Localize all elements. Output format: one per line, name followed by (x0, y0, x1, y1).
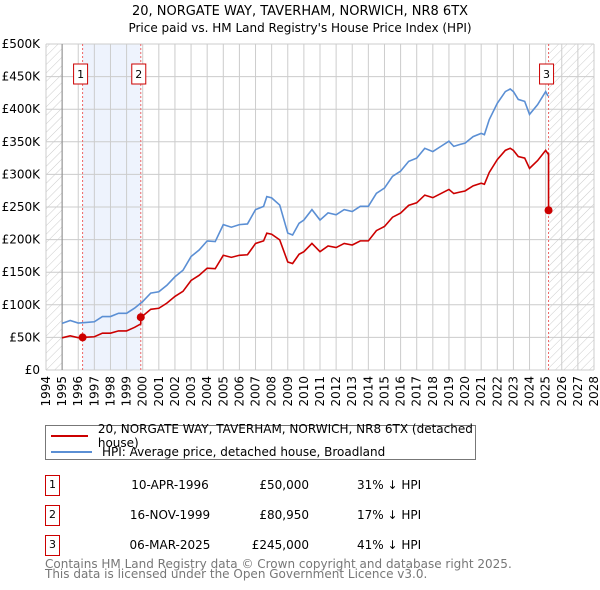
y-tick-label: £200K (2, 233, 42, 247)
sale-hpi-diff: 31% ↓ HPI (357, 478, 422, 492)
y-tick-label: £0 (25, 363, 40, 377)
sale-date: 10-APR-1996 (131, 478, 209, 492)
y-tick-label: £500K (2, 37, 42, 51)
x-tick-label: 2014 (361, 376, 375, 407)
footer-licence: This data is licensed under the Open Gov… (45, 567, 428, 581)
x-tick-label: 2007 (249, 376, 263, 407)
y-tick-label: £400K (2, 102, 42, 116)
sale-marker-badge: 3 (45, 535, 60, 556)
sale-row: 1 10-APR-1996 £50,000 31% ↓ HPI (45, 475, 505, 496)
sale-price: £245,000 (251, 538, 309, 552)
y-tick-label: £450K (2, 70, 42, 84)
x-tick-label: 1998 (103, 376, 117, 407)
x-tick-label: 2022 (490, 376, 504, 407)
sale-row: 3 06-MAR-2025 £245,000 41% ↓ HPI (45, 535, 505, 556)
x-tick-label: 2009 (281, 376, 295, 407)
footer-copyright: Contains HM Land Registry data © Crown c… (45, 557, 512, 571)
price-chart: 20, NORGATE WAY, TAVERHAM, NORWICH, NR8 … (2, 4, 600, 407)
hpi-line (61, 88, 549, 325)
y-tick-label: £300K (2, 167, 42, 181)
sale-badge-box (539, 63, 555, 85)
x-tick-label: 2000 (136, 376, 150, 407)
x-tick-label: 2001 (152, 376, 166, 407)
x-tick-label: 1996 (71, 376, 85, 407)
x-tick-label: 2021 (474, 376, 488, 407)
x-tick-label: 2016 (394, 376, 408, 407)
x-tick-label: 2004 (200, 376, 214, 407)
sale-badge-label: 1 (77, 68, 84, 81)
x-tick-label: 1999 (120, 376, 134, 407)
x-tick-label: 2018 (426, 376, 440, 407)
legend: 20, NORGATE WAY, TAVERHAM, NORWICH, NR8 … (45, 422, 476, 460)
sale-marker-badge: 1 (45, 475, 60, 496)
y-tick-label: £350K (2, 135, 42, 149)
sale-hpi-diff: 41% ↓ HPI (357, 538, 422, 552)
sale-point (78, 333, 87, 342)
sale-row: 2 16-NOV-1999 £80,950 17% ↓ HPI (45, 505, 505, 526)
y-tick-label: £100K (2, 298, 42, 312)
x-tick-label: 2024 (523, 376, 537, 407)
legend-label: HPI: Average price, detached house, Broa… (102, 445, 386, 459)
legend-label: 20, NORGATE WAY, TAVERHAM, NORWICH, NR8 … (97, 422, 473, 450)
chart-title: 20, NORGATE WAY, TAVERHAM, NORWICH, NR8 … (132, 4, 468, 19)
sale-price: £80,950 (259, 508, 309, 522)
x-tick-label: 2020 (458, 376, 472, 407)
x-tick-label: 2008 (265, 376, 279, 407)
x-tick-label: 2026 (555, 376, 569, 407)
sale-date: 06-MAR-2025 (129, 538, 211, 552)
footer: Contains HM Land Registry data © Crown c… (45, 557, 512, 581)
sale-badge-label: 3 (543, 68, 550, 81)
x-tick-label: 2002 (168, 376, 182, 407)
x-tick-label: 1994 (39, 376, 53, 407)
x-tick-label: 2015 (377, 376, 391, 407)
x-tick-label: 2006 (232, 376, 246, 407)
x-tick-label: 1995 (55, 376, 69, 407)
y-tick-label: £150K (2, 265, 42, 279)
sale-price: £50,000 (259, 478, 309, 492)
sale-badge-label: 2 (135, 68, 142, 81)
legend-blue-line (51, 451, 92, 453)
x-tick-label: 2011 (313, 376, 327, 407)
x-tick-label: 2019 (442, 376, 456, 407)
sale-marker-badge: 2 (45, 505, 60, 526)
legend-item-property: 20, NORGATE WAY, TAVERHAM, NORWICH, NR8 … (51, 422, 475, 450)
x-tick-label: 2028 (587, 376, 600, 407)
y-tick-label: £50K (9, 330, 41, 344)
x-tick-label: 2013 (345, 376, 359, 407)
x-tick-label: 2023 (506, 376, 520, 407)
sale-point (544, 206, 553, 215)
x-tick-label: 2010 (297, 376, 311, 407)
x-tick-label: 2025 (539, 376, 553, 407)
x-tick-label: 2017 (410, 376, 424, 407)
x-tick-label: 2012 (329, 376, 343, 407)
x-tick-label: 2003 (184, 376, 198, 407)
sale-badge-box (73, 63, 89, 85)
legend-red-line (51, 435, 88, 437)
sale-point (136, 313, 145, 322)
sale-badge-box (131, 63, 147, 85)
sale-hpi-diff: 17% ↓ HPI (357, 508, 422, 522)
x-tick-label: 2027 (571, 376, 585, 407)
x-tick-label: 1997 (87, 376, 101, 407)
y-tick-label: £250K (2, 200, 42, 214)
chart-subtitle: Price paid vs. HM Land Registry's House … (128, 21, 471, 35)
sale-date: 16-NOV-1999 (129, 508, 211, 522)
legend-item-hpi: HPI: Average price, detached house, Broa… (51, 444, 385, 460)
x-tick-label: 2005 (216, 376, 230, 407)
